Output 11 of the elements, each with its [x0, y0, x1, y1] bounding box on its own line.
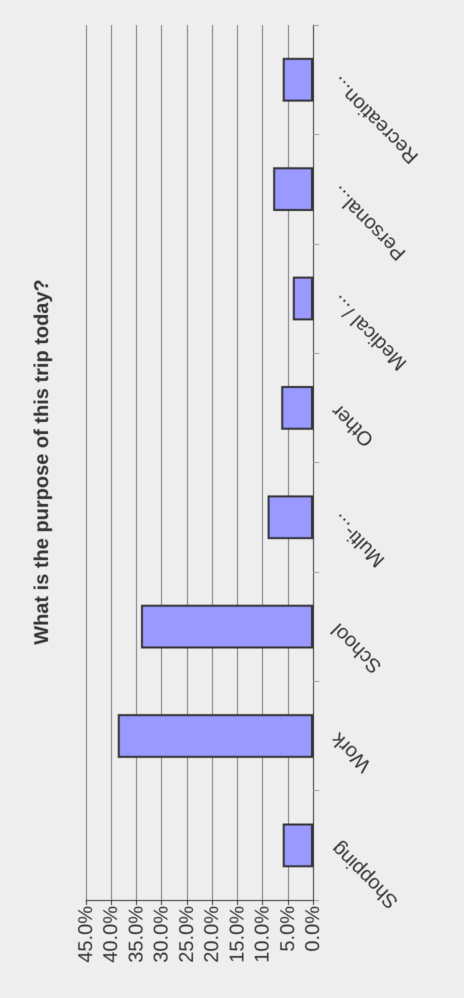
x-tick-label: 15.0%: [226, 906, 248, 963]
x-tick-label: 40.0%: [100, 906, 122, 963]
x-tick-label: 10.0%: [252, 906, 274, 963]
x-tick-label: 30.0%: [150, 906, 173, 963]
x-tick-label: 25.0%: [176, 906, 198, 963]
x-tick-label: 35.0%: [125, 906, 148, 963]
x-tick-label: 20.0%: [201, 906, 224, 963]
x-tick-label: 5.0%: [276, 906, 299, 952]
x-tick-label: 0.0%: [302, 906, 324, 952]
x-tick-label: 45.0%: [75, 906, 97, 963]
text: What is the purpose of this trip today?: [31, 279, 53, 645]
